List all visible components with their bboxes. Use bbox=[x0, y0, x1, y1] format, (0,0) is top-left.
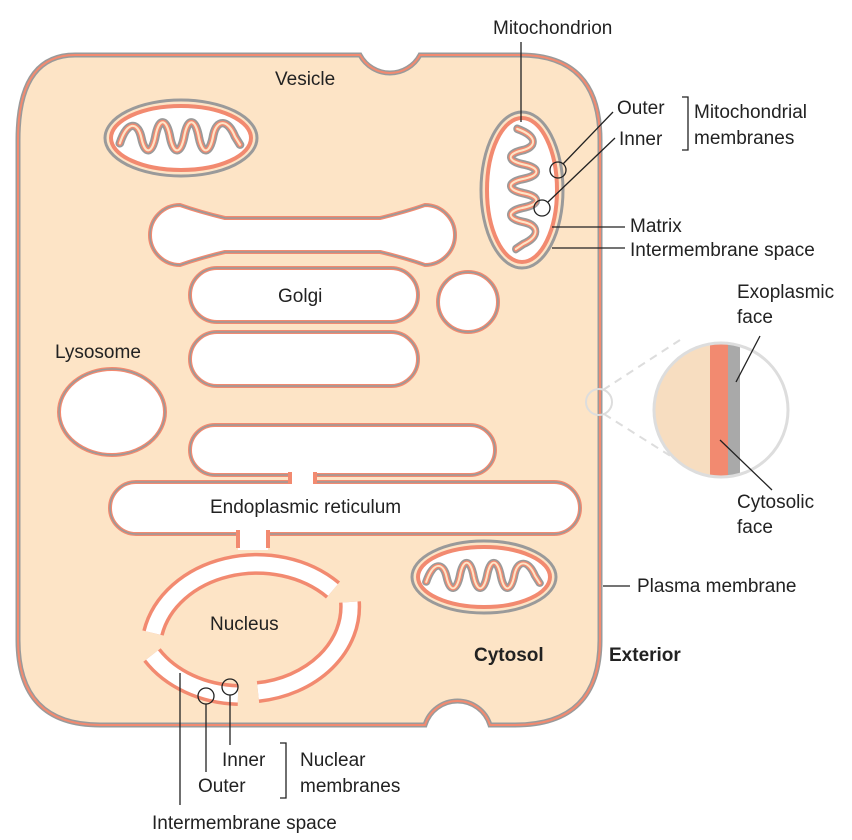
golgi-cisterna-lower bbox=[188, 330, 420, 388]
label-exterior: Exterior bbox=[609, 645, 681, 666]
label-outer-nuclear: Outer bbox=[198, 776, 246, 797]
label-mito-membranes: membranes bbox=[694, 128, 794, 149]
leader-lines bbox=[179, 42, 773, 805]
label-inner-mito: Inner bbox=[619, 129, 663, 150]
membrane-zoom bbox=[585, 339, 790, 479]
mitochondrion-right bbox=[479, 110, 565, 270]
nuclear-envelope bbox=[142, 552, 362, 706]
label-outer-mito: Outer bbox=[617, 98, 665, 119]
label-mitochondrion: Mitochondrion bbox=[493, 18, 612, 39]
label-intermembrane-space-nuclear: Intermembrane space bbox=[152, 813, 337, 834]
mitochondrion-top-left bbox=[103, 98, 259, 178]
label-mitochondrial: Mitochondrial bbox=[694, 102, 807, 123]
label-vesicle: Vesicle bbox=[275, 69, 335, 90]
label-nuclear-membranes: membranes bbox=[300, 776, 400, 797]
mitochondrion-bottom bbox=[410, 539, 558, 615]
label-cytosolic: Cytosolic bbox=[737, 492, 814, 513]
er-cisterna-upper bbox=[188, 423, 497, 477]
label-exoplasmic-face: face bbox=[737, 307, 773, 328]
label-matrix: Matrix bbox=[630, 216, 682, 237]
label-exoplasmic: Exoplasmic bbox=[737, 282, 834, 303]
label-cytosol: Cytosol bbox=[474, 645, 544, 666]
label-inner-nuclear: Inner bbox=[222, 750, 266, 771]
label-endoplasmic-reticulum: Endoplasmic reticulum bbox=[210, 497, 401, 518]
label-cytosolic-face: face bbox=[737, 517, 773, 538]
label-golgi: Golgi bbox=[278, 286, 322, 307]
label-plasma-membrane: Plasma membrane bbox=[637, 576, 796, 597]
label-intermembrane-space-mito: Intermembrane space bbox=[630, 240, 815, 261]
label-nucleus: Nucleus bbox=[210, 614, 279, 635]
label-nuclear: Nuclear bbox=[300, 750, 366, 771]
label-lysosome: Lysosome bbox=[55, 342, 141, 363]
